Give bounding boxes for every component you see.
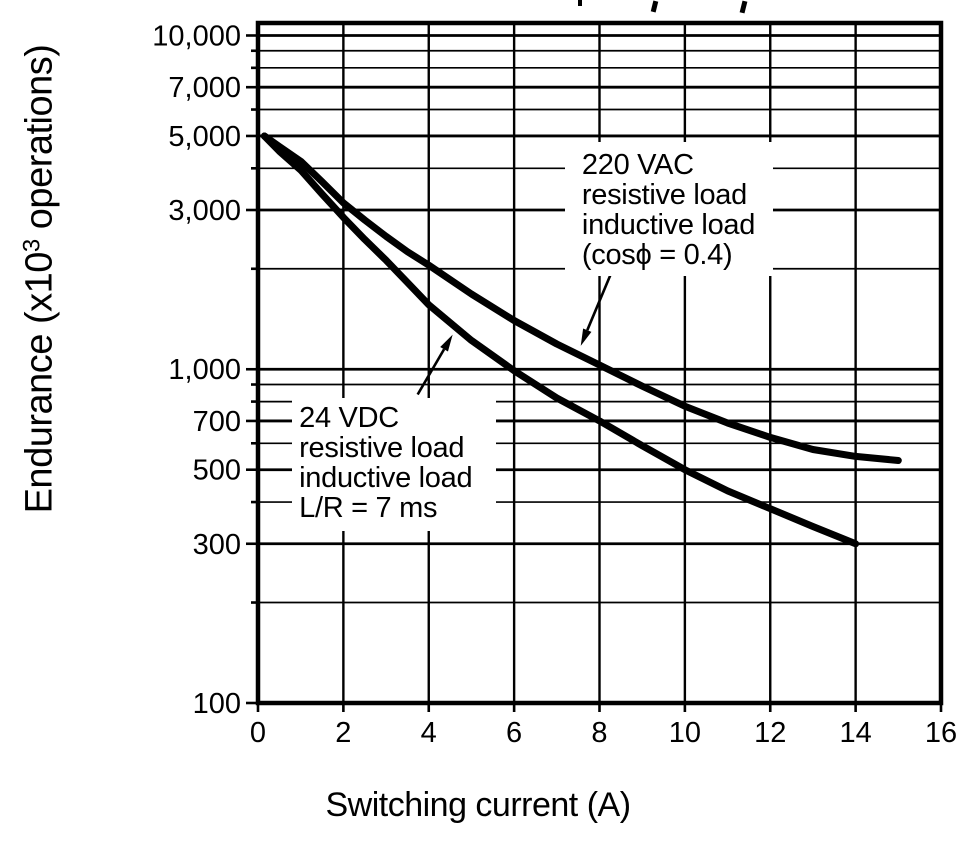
y-tick-label: 300 — [193, 529, 241, 561]
x-tick-label: 8 — [591, 717, 607, 749]
y-tick-label: 3,000 — [168, 195, 241, 227]
x-axis-title: Switching current (A) — [325, 786, 631, 824]
scan-artifact-mark — [578, 0, 582, 6]
annotation-line: inductive load — [581, 208, 756, 241]
annotation-24vdc: 24 VDC resistive load inductive load L/R… — [292, 398, 497, 531]
annotation-220vac: 220 VAC resistive load inductive load (c… — [564, 141, 774, 276]
arrow-layer — [416, 271, 613, 396]
y-axis-title-text-tail: operations) — [18, 44, 61, 240]
annotation-arrow-line — [416, 348, 446, 396]
annotation-line: resistive load — [581, 178, 747, 211]
annotation-line: 220 VAC — [581, 148, 694, 181]
y-tick-label: 10,000 — [152, 20, 241, 52]
annotation-arrow-line — [586, 271, 613, 331]
y-axis-title: Endurance (x103 operations) — [19, 45, 62, 514]
y-tick-label: 100 — [193, 688, 241, 720]
curve-vdc24 — [260, 132, 860, 548]
tick-label-layer: 10,000 7,000 5,000 3,000 1,000 700 500 300 100 0 2… — [152, 20, 957, 749]
y-tick-label: 7,000 — [168, 72, 241, 104]
y-tick-label: 1,000 — [168, 354, 241, 386]
x-tick-label: 12 — [754, 717, 786, 749]
annotation-arrowhead — [440, 334, 453, 352]
annotation-line: 24 VDC — [299, 402, 399, 434]
x-tick-label: 16 — [925, 717, 957, 749]
x-tick-label: 6 — [506, 717, 522, 749]
curve-vac220 — [260, 132, 902, 464]
x-tick-label: 0 — [250, 717, 266, 749]
y-tick-label: 500 — [193, 455, 241, 487]
y-tick-label: 5,000 — [168, 121, 241, 153]
x-tick-label: 10 — [669, 717, 701, 749]
x-tick-label: 4 — [421, 717, 437, 749]
x-tick-label: 14 — [839, 717, 871, 749]
y-axis-title-text: Endurance (x10 — [18, 252, 61, 514]
annotation-arrowhead — [580, 328, 592, 346]
x-tick-label: 2 — [335, 717, 351, 749]
plot-frame — [255, 20, 944, 706]
annotation-line: L/R = 7 ms — [299, 492, 438, 524]
annotation-line: (cosϕ = 0.4) — [581, 238, 733, 271]
annotation-line: inductive load — [299, 462, 473, 494]
curve-layer — [260, 132, 902, 548]
annotation-line: resistive load — [299, 432, 465, 464]
y-tick-label: 700 — [193, 406, 241, 438]
y-axis-title-superscript: 3 — [18, 239, 46, 253]
frame-layer — [255, 20, 944, 706]
